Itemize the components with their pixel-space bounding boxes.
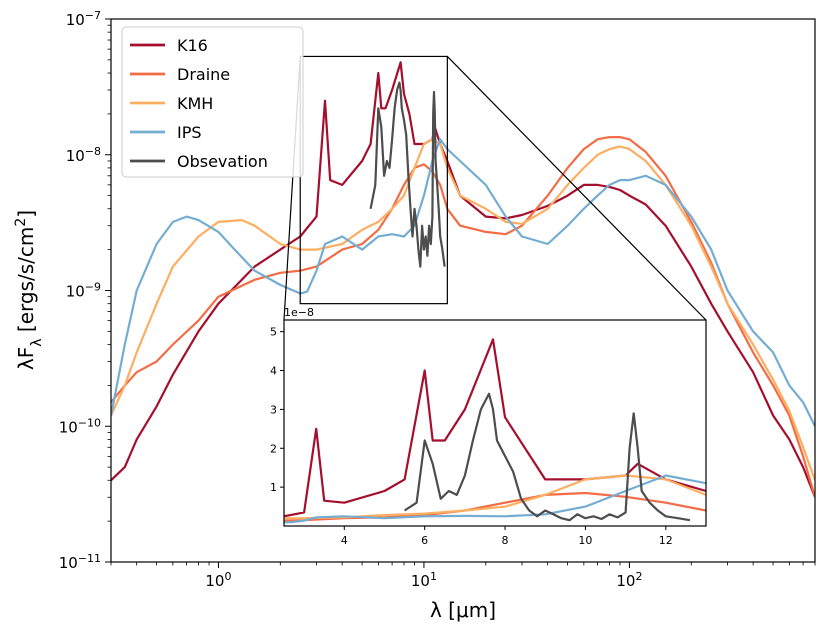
plot-frame [110, 18, 816, 563]
y-tick-label: 10−9 [66, 280, 101, 301]
series-line-draine [111, 136, 815, 498]
inset-series-line-kmh [284, 474, 706, 520]
legend-label-obsevation: Obsevation [177, 152, 268, 171]
x-tick-label: 101 [411, 570, 437, 591]
y-axis-title: λFλ [ergs/s/cm2] [13, 210, 45, 370]
zoom-window [299, 55, 448, 305]
inset-y-tick-label: 5 [270, 326, 277, 339]
inset-x-tick-label: 10 [578, 534, 592, 547]
inset-x-tick-label: 12 [659, 534, 673, 547]
y-tick-label: 10−11 [59, 552, 101, 573]
inset-y-tick-label: 3 [270, 403, 277, 416]
series-line-obsevation [369, 81, 446, 268]
x-tick-label: 102 [616, 570, 642, 591]
legend-label-ips: IPS [177, 123, 202, 142]
inset-series-line-ips [284, 474, 706, 524]
zoom-connector [446, 56, 707, 321]
legend-box [121, 26, 304, 178]
legend: K16 Draine KMH IPS Obsevation [121, 26, 304, 178]
inset-frame [283, 319, 707, 527]
inset-y-tick-label: 4 [270, 365, 277, 378]
inset-y-tick-label: 1 [270, 481, 277, 494]
x-axis-title: λ [μm] [430, 598, 496, 622]
x-tick-label: 100 [205, 570, 231, 591]
inset-y-tick-label: 2 [270, 442, 277, 455]
inset-y-multiplier: 1e−8 [284, 306, 314, 319]
y-tick-label: 10−7 [66, 9, 101, 30]
legend-label-kmh: KMH [177, 94, 213, 113]
inset-x-tick-label: 4 [341, 534, 348, 547]
legend-label-k16: K16 [177, 36, 208, 55]
inset-series-line-obsevation [404, 392, 691, 522]
inset-x-tick-label: 6 [421, 534, 428, 547]
inset-x-tick-label: 8 [502, 534, 509, 547]
y-tick-label: 10−10 [59, 416, 101, 437]
y-tick-label: 10−8 [66, 144, 101, 165]
legend-label-draine: Draine [177, 65, 230, 84]
